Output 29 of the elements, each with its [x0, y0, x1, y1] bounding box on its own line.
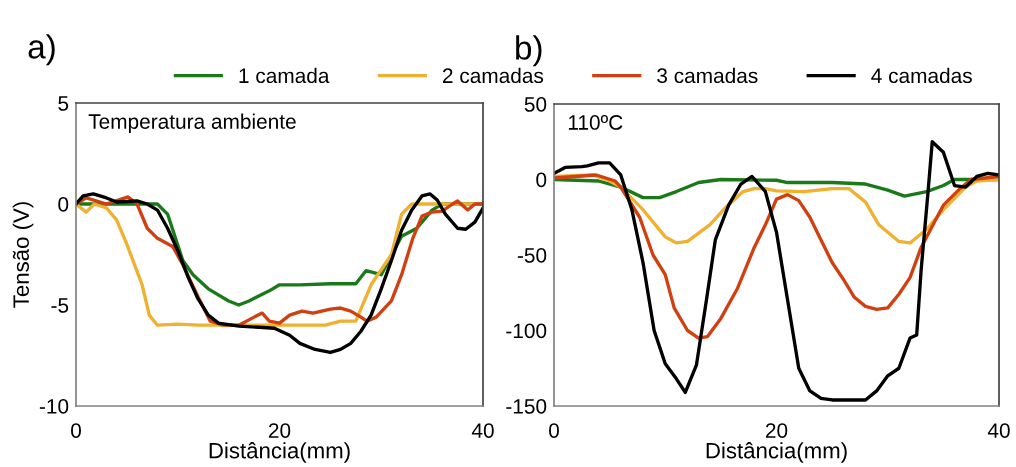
x-tick-label: 40: [987, 423, 1010, 438]
chart-title: a): [28, 34, 55, 66]
x-tick-label: 20: [268, 423, 291, 438]
x-tick-label: 0: [71, 423, 81, 438]
x-tick-label: 40: [471, 423, 494, 438]
line-series: [554, 140, 999, 402]
legend-label: 2 camadas: [442, 67, 544, 84]
y-tick-label: 5: [58, 96, 69, 111]
x-axis-title: Distância(mm): [209, 442, 350, 463]
line-series: [554, 173, 999, 340]
line-series: [76, 192, 483, 355]
y-tick-label: -50: [517, 248, 547, 263]
y-tick-label: 0: [536, 172, 547, 188]
legend-label: 3 camadas: [657, 67, 758, 84]
annotation: 110ºC: [568, 115, 623, 130]
y-tick-label: -5: [51, 298, 69, 313]
annotation: Temperatura ambiente: [88, 113, 296, 134]
x-tick-label: 20: [765, 423, 788, 438]
legend-label: 4 camadas: [871, 67, 972, 84]
legend-label: 1 camada: [239, 67, 330, 84]
x-axis-title: Distância(mm): [706, 442, 847, 463]
y-tick-label: 0: [58, 197, 69, 212]
chart-title: b): [516, 35, 542, 67]
y-tick-label: -100: [506, 323, 547, 339]
y-tick-label: -150: [506, 399, 547, 414]
y-tick-label: 50: [524, 97, 547, 112]
y-axis-title: Tensão (V): [12, 202, 34, 308]
y-tick-label: -10: [39, 399, 69, 414]
x-tick-label: 0: [549, 423, 559, 438]
